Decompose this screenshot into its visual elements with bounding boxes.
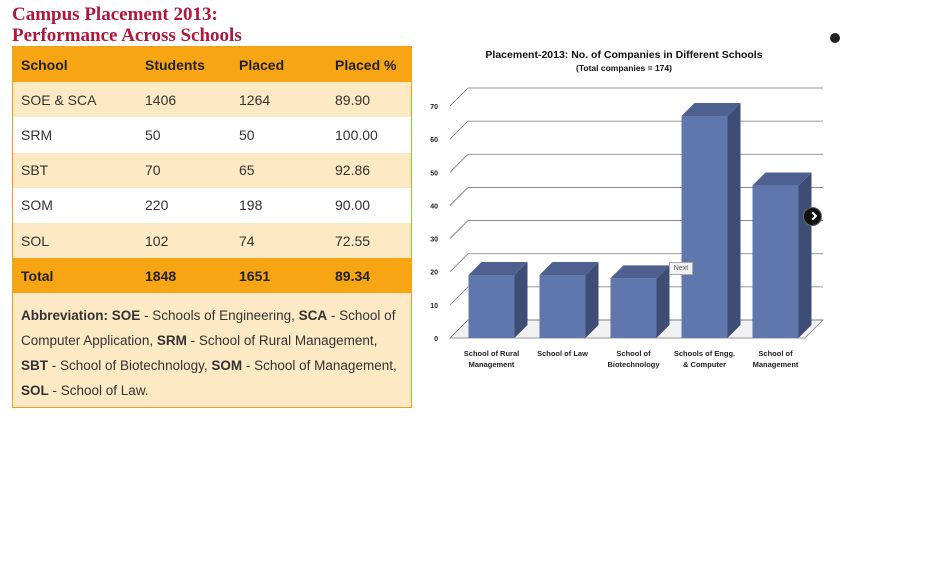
bar [539,275,586,338]
cell-school: SRM [13,117,137,153]
total-label: Total [13,258,137,294]
bar-side [798,172,812,338]
chevron-right-icon[interactable] [803,207,822,226]
abbreviation-label: Abbreviation: [21,308,109,323]
abbr-term: SOE [111,308,141,323]
total-students: 1848 [137,258,231,294]
y-tick-label: 0 [434,336,438,343]
abbr-term: SRM [156,333,187,348]
abbr-term: SOM [211,358,243,373]
cell-placed: 65 [231,152,327,188]
placement-table-panel: School Students Placed Placed % SOE & SC… [12,46,412,408]
x-category-label: Management [753,360,799,369]
companies-chart-panel: Placement-2013: No. of Companies in Diff… [420,38,838,372]
abbr-term: SBT [21,358,48,373]
x-category-label: School of Rural [464,349,519,358]
table-row: SRM 50 50 100.00 [13,117,411,153]
cell-school: SOL [13,222,137,259]
y-tick-label: 50 [430,170,438,177]
bar [610,278,657,338]
page-title-line-2: Performance Across Schools [12,25,242,46]
cell-students: 1406 [137,82,231,118]
y-tick-label: 10 [430,303,438,310]
cell-school: SOM [13,187,137,223]
x-category-label: School of [616,349,651,358]
x-category-label: Management [469,360,515,369]
header-placed: Placed [231,47,327,83]
y-tick-label: 60 [430,137,438,144]
bar [752,185,799,338]
cell-placed-percent: 100.00 [327,117,411,153]
bar [468,275,515,338]
page-title-line-1: Campus Placement 2013: [12,4,218,25]
abbr-definition: - Schools of Engineering, [140,308,299,323]
abbr-term: SOL [21,383,49,398]
y-tick-label: 70 [430,104,438,111]
cell-students: 102 [137,222,231,259]
y-tick-label: 40 [430,203,438,210]
abbr-definition: - School of Biotechnology, [48,358,212,373]
y-tick-label: 30 [430,237,438,244]
abbr-definition: - School of Computer Application, [21,308,396,348]
bar-side [656,265,670,338]
cell-placed: 74 [231,222,327,259]
abbr-definition: - School of Rural Management, [186,333,378,348]
x-category-label: School of Law [537,349,588,358]
total-placed: 1651 [231,258,327,294]
cell-placed: 50 [231,117,327,153]
chart-gridline [449,87,823,107]
slide-marker-icon [830,33,840,43]
cell-school: SOE & SCA [13,82,137,118]
table-row: SOM 220 198 90.00 [13,187,411,223]
chart-title: Placement-2013: No. of Companies in Diff… [485,49,762,61]
bar-top [610,265,670,279]
header-placed-percent: Placed % [327,47,411,83]
bar-top [468,262,528,276]
cell-school: SBT [13,152,137,188]
abbr-definition: - School of Law. [48,383,149,398]
x-category-label: Schools of Engg. [674,349,735,358]
bar-top [752,172,812,186]
next-button[interactable]: Next [669,262,693,275]
bar [681,115,728,338]
cell-placed: 198 [231,187,327,223]
abbr-definition: - School of Management, [242,358,397,373]
table-row: SOE & SCA 1406 1264 89.90 [13,82,411,118]
cell-placed-percent: 89.90 [327,82,411,118]
header-school: School [13,47,137,83]
x-category-label: & Computer [683,360,726,369]
cell-students: 220 [137,187,231,223]
cell-placed: 1264 [231,82,327,118]
table-header-row: School Students Placed Placed % [13,47,411,83]
cell-placed-percent: 90.00 [327,187,411,223]
bar-side [727,102,741,338]
cell-students: 70 [137,152,231,188]
table-row: SBT 70 65 92.86 [13,152,411,188]
x-category-label: Biotechnology [607,360,660,369]
placement-table: School Students Placed Placed % SOE & SC… [13,47,411,294]
y-tick-label: 20 [430,270,438,277]
companies-bar-chart: Placement-2013: No. of Companies in Diff… [430,49,824,369]
bar-side [514,262,528,338]
abbr-term: SCA [298,308,328,323]
page-title: Campus Placement 2013: Performance Acros… [12,4,412,46]
cell-students: 50 [137,117,231,153]
table-total-row: Total 1848 1651 89.34 [13,258,411,294]
x-category-label: School of [758,349,793,358]
chart-subtitle: (Total companies = 174) [576,63,672,73]
abbreviation-note: Abbreviation: SOE - Schools of Engineeri… [21,303,401,403]
bar-top [539,262,599,276]
total-placed-percent: 89.34 [327,258,411,294]
bar-top [681,102,741,116]
table-row: SOL 102 74 72.55 [13,222,411,259]
header-students: Students [137,47,231,83]
bar-side [585,262,599,338]
cell-placed-percent: 72.55 [327,222,411,259]
cell-placed-percent: 92.86 [327,152,411,188]
